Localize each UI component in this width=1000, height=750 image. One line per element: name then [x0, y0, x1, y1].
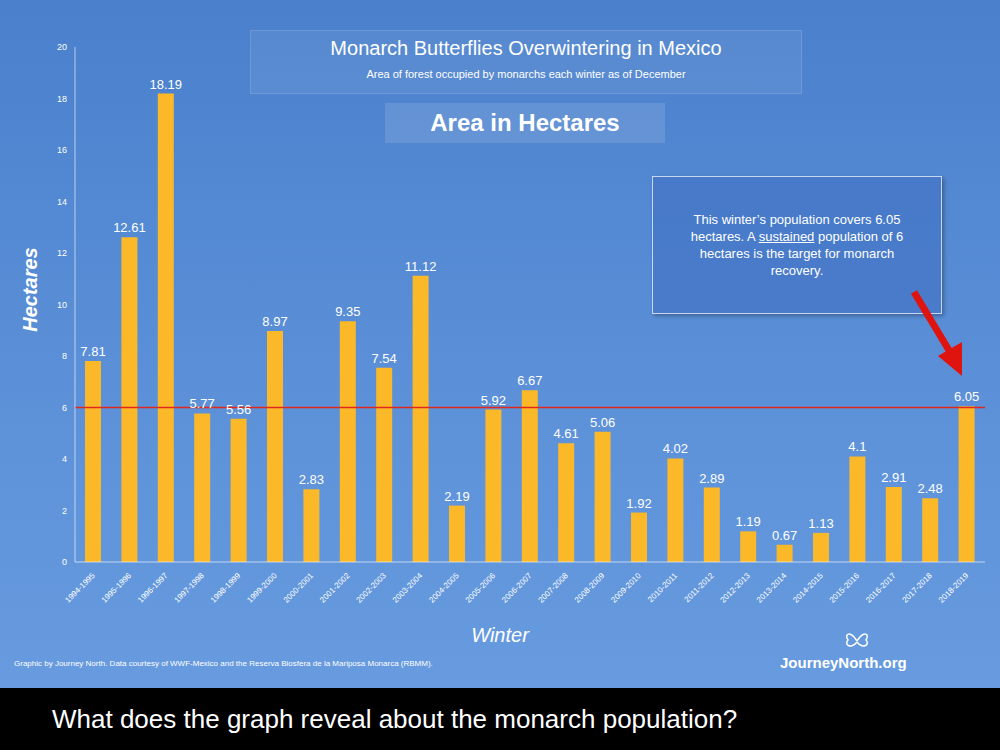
- html-text:Area in Hectares: Area in Hectares: [430, 109, 620, 136]
- html-text:What does the graph reveal abo: What does the graph reveal about the mon…: [52, 704, 738, 734]
- svg-text:18.19: 18.19: [150, 77, 183, 92]
- svg-text:2003-2004: 2003-2004: [391, 571, 425, 605]
- svg-text:2012-2013: 2012-2013: [719, 571, 753, 605]
- svg-text:2.91: 2.91: [881, 470, 906, 485]
- svg-text:2000-2001: 2000-2001: [282, 571, 316, 605]
- svg-text:4: 4: [62, 454, 67, 464]
- svg-text:1998-1999: 1998-1999: [209, 571, 243, 605]
- svg-text:6.05: 6.05: [954, 389, 979, 404]
- svg-text:1997-1998: 1997-1998: [173, 571, 207, 605]
- svg-text:0.67: 0.67: [772, 528, 797, 543]
- svg-text:2017-2018: 2017-2018: [901, 571, 935, 605]
- svg-text:4.02: 4.02: [663, 441, 688, 456]
- svg-text:5.56: 5.56: [226, 402, 251, 417]
- svg-text:2001-2002: 2001-2002: [318, 571, 352, 605]
- svg-text:8: 8: [62, 351, 67, 361]
- svg-text:12: 12: [57, 248, 67, 258]
- svg-text:12.61: 12.61: [113, 220, 146, 235]
- html-text:JourneyNorth.org: JourneyNorth.org: [780, 654, 907, 671]
- svg-text:2.83: 2.83: [299, 472, 324, 487]
- svg-text:2.48: 2.48: [918, 481, 943, 496]
- svg-text:11.12: 11.12: [405, 259, 437, 274]
- svg-text:2010-2011: 2010-2011: [646, 571, 679, 604]
- html-text:Monarch Butterflies Overwinter: Monarch Butterflies Overwintering in Mex…: [330, 37, 722, 59]
- svg-text:2.89: 2.89: [699, 471, 724, 486]
- html-text:Graphic by Journey North. Data: Graphic by Journey North. Data courtesy …: [14, 659, 433, 668]
- svg-text:2018-2019: 2018-2019: [937, 571, 971, 605]
- svg-text:1.92: 1.92: [626, 496, 651, 511]
- html-text:This winter’s population cover: This winter’s population covers 6.05 hec…: [690, 212, 904, 278]
- svg-text:4.61: 4.61: [554, 426, 579, 441]
- svg-text:2014-2015: 2014-2015: [791, 571, 825, 605]
- svg-text:2016-2017: 2016-2017: [864, 571, 898, 605]
- svg-text:7.54: 7.54: [372, 351, 397, 366]
- svg-text:2009-2010: 2009-2010: [609, 571, 643, 605]
- svg-text:9.35: 9.35: [335, 304, 360, 319]
- svg-text:8.97: 8.97: [262, 314, 287, 329]
- html-text:Hectares: Hectares: [18, 247, 41, 332]
- svg-text:7.81: 7.81: [80, 344, 105, 359]
- svg-text:20: 20: [57, 42, 67, 52]
- svg-text:0: 0: [62, 557, 67, 567]
- svg-text:16: 16: [57, 145, 67, 155]
- svg-text:10: 10: [57, 300, 67, 310]
- svg-text:6.67: 6.67: [517, 373, 542, 388]
- svg-text:1996-1997: 1996-1997: [136, 571, 170, 605]
- html-text:Winter: Winter: [471, 624, 529, 646]
- svg-text:2013-2014: 2013-2014: [755, 571, 789, 605]
- svg-text:2: 2: [62, 506, 67, 516]
- svg-text:1.19: 1.19: [736, 514, 761, 529]
- svg-text:6: 6: [62, 403, 67, 413]
- svg-text:2004-2005: 2004-2005: [427, 571, 461, 605]
- svg-text:2015-2016: 2015-2016: [828, 571, 862, 605]
- svg-text:2007-2008: 2007-2008: [537, 571, 571, 605]
- svg-text:1994-1995: 1994-1995: [63, 571, 97, 605]
- svg-text:5.92: 5.92: [481, 393, 506, 408]
- svg-text:2008-2009: 2008-2009: [573, 571, 607, 605]
- svg-text:2002-2003: 2002-2003: [355, 571, 389, 605]
- svg-text:2011-2012: 2011-2012: [683, 571, 716, 604]
- html-text:Area of forest occupied by mon: Area of forest occupied by monarchs each…: [366, 68, 686, 80]
- svg-text:4.1: 4.1: [848, 439, 866, 454]
- svg-text:18: 18: [57, 94, 67, 104]
- svg-text:2005-2006: 2005-2006: [464, 571, 498, 605]
- svg-text:1.13: 1.13: [808, 516, 833, 531]
- svg-text:14: 14: [57, 197, 67, 207]
- svg-text:5.06: 5.06: [590, 415, 615, 430]
- svg-text:2006-2007: 2006-2007: [500, 571, 534, 605]
- svg-text:5.77: 5.77: [190, 396, 215, 411]
- svg-text:2.19: 2.19: [444, 489, 469, 504]
- svg-text:1995-1996: 1995-1996: [100, 571, 134, 605]
- svg-text:1999-2000: 1999-2000: [245, 571, 279, 605]
